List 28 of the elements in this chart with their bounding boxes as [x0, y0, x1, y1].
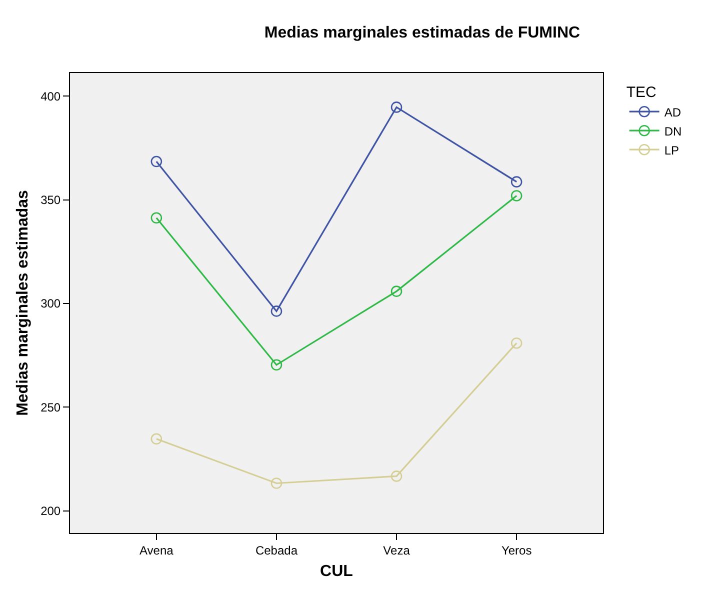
point	[390, 470, 402, 482]
chart-title: Medias marginales estimadas de FUMINC	[264, 24, 581, 42]
legend-title: TEC	[626, 84, 656, 102]
y-tick-label: 400	[40, 89, 61, 104]
y-axis-title: Medias marginales estimadas	[14, 190, 32, 416]
y-tick-label: 200	[40, 504, 61, 518]
point	[510, 337, 522, 349]
point	[150, 156, 162, 168]
x-axis-title: CUL	[320, 563, 354, 580]
x-tick-label: Avena	[140, 543, 174, 558]
x-tick-label: Yeros	[501, 543, 532, 558]
point	[270, 359, 282, 371]
point	[510, 176, 522, 188]
x-tick-label: Cebada	[255, 543, 298, 558]
point	[510, 190, 522, 202]
point	[390, 286, 402, 297]
point	[270, 478, 282, 489]
x-tick-label: Veza	[383, 543, 410, 558]
y-tick-label: 250	[40, 400, 61, 414]
y-tick-label: 300	[40, 296, 61, 311]
point	[150, 212, 162, 224]
legend-label: LP	[664, 143, 680, 158]
point	[270, 306, 282, 317]
point	[150, 433, 162, 445]
point	[390, 102, 402, 113]
legend-label: AD	[664, 105, 682, 120]
legend-label: DN	[664, 124, 682, 138]
y-tick-label: 350	[40, 193, 61, 208]
